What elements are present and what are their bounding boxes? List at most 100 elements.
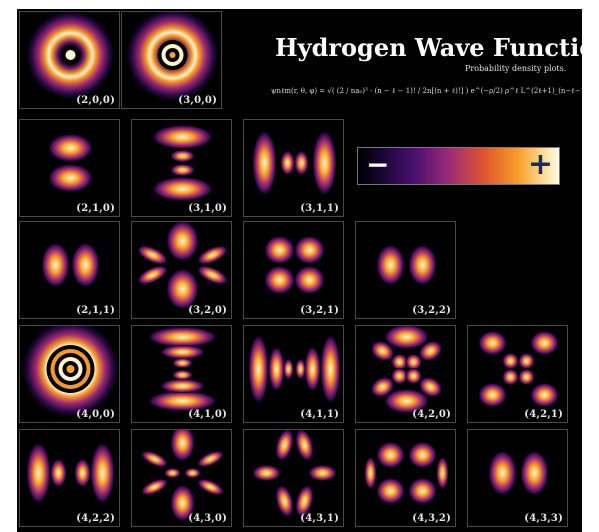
density-lobe xyxy=(294,236,325,264)
orbital-cell: (3,1,1) xyxy=(243,119,344,217)
density-lobe xyxy=(295,359,306,379)
density-lobe xyxy=(391,368,408,384)
orbital-label: (4,3,2) xyxy=(412,513,451,524)
orbital-cell: (3,2,2) xyxy=(355,221,456,319)
density-lobe xyxy=(518,353,535,369)
density-lobe xyxy=(148,391,217,411)
density-lobe xyxy=(141,478,168,496)
orbital-density-plot xyxy=(148,327,217,411)
density-lobe xyxy=(304,347,321,391)
orbital-density-plot xyxy=(376,245,437,285)
density-lobe xyxy=(166,269,199,309)
density-lobe xyxy=(48,134,93,162)
density-lobe xyxy=(376,442,405,468)
colorbar-max-label: + xyxy=(527,147,553,182)
orbital-label: (4,0,0) xyxy=(76,409,115,420)
orbital-label: (4,2,0) xyxy=(412,409,451,420)
density-lobe xyxy=(141,450,168,468)
density-lobe xyxy=(197,450,224,468)
density-lobe xyxy=(275,430,294,461)
orbital-density-plot xyxy=(488,451,549,495)
orbital-cell: (3,1,0) xyxy=(131,119,232,217)
density-lobe xyxy=(26,443,51,503)
density-lobe xyxy=(275,485,294,517)
density-lobe xyxy=(436,457,449,489)
density-lobe xyxy=(197,478,224,496)
orbital-density-plot xyxy=(371,326,442,413)
density-lobe xyxy=(384,389,429,413)
orbital-cell: (4,3,0) xyxy=(131,429,232,527)
orbital-label: (4,3,1) xyxy=(300,513,339,524)
orbital-cell: (3,0,0) xyxy=(121,11,222,109)
orbital-label: (3,2,2) xyxy=(412,305,451,316)
orbital-label: (2,1,1) xyxy=(76,305,115,316)
orbital-cell: (4,1,1) xyxy=(243,325,344,423)
density-lobe xyxy=(376,478,405,504)
density-lobe xyxy=(294,151,309,175)
orbital-density-plot xyxy=(252,430,337,517)
density-lobe xyxy=(405,368,422,384)
orbital-density-plot xyxy=(478,331,559,407)
orbital-label: (4,1,0) xyxy=(188,409,227,420)
density-lobe xyxy=(371,377,394,397)
orbital-density-plot xyxy=(22,326,119,417)
orbital-label: (3,0,0) xyxy=(178,95,217,106)
density-lobe xyxy=(419,377,442,397)
orbital-label: (4,2,1) xyxy=(524,409,563,420)
density-lobe xyxy=(170,150,195,162)
orbital-cell: (4,3,1) xyxy=(243,429,344,527)
orbital-density-plot xyxy=(41,243,100,287)
orbital-cell: (4,2,1) xyxy=(467,325,568,423)
density-lobe xyxy=(137,265,168,285)
density-lobe xyxy=(172,358,193,368)
density-lobe xyxy=(391,354,408,370)
density-lobe xyxy=(170,485,195,521)
density-lobe xyxy=(530,383,559,407)
density-lobe xyxy=(184,468,201,478)
density-lobe xyxy=(197,265,228,285)
orbital-label: (3,1,0) xyxy=(188,203,227,214)
orbital-density-plot xyxy=(26,443,115,503)
density-lobe xyxy=(364,457,377,489)
density-lobe xyxy=(419,341,442,361)
density-lobe xyxy=(408,442,437,468)
orbital-cell: (4,2,2) xyxy=(19,429,120,527)
orbital-cell: (4,3,2) xyxy=(355,429,456,527)
density-lobe xyxy=(502,353,519,369)
orbital-cell: (4,2,0) xyxy=(355,325,456,423)
density-lobe xyxy=(295,485,314,517)
density-lobe xyxy=(166,222,199,261)
density-lobe xyxy=(488,451,517,495)
density-lobe xyxy=(71,243,100,287)
orbital-density-plot xyxy=(141,430,224,521)
orbital-label: (2,1,0) xyxy=(76,203,115,214)
density-lobe xyxy=(160,345,205,359)
orbital-label: (3,2,1) xyxy=(300,305,339,316)
density-lobe xyxy=(312,131,337,195)
density-lobe xyxy=(376,245,405,285)
orbital-cell: (4,3,3) xyxy=(467,429,568,527)
orbital-density-plot xyxy=(26,12,115,99)
density-lobe xyxy=(252,131,277,195)
orbital-cell: (2,1,0) xyxy=(19,119,120,217)
density-lobe xyxy=(172,370,193,380)
colorbar-min-label: − xyxy=(366,148,390,181)
density-lobe xyxy=(74,459,91,487)
orbital-cell: (4,1,0) xyxy=(131,325,232,423)
density-lobe xyxy=(518,369,535,385)
density-lobe xyxy=(371,341,394,361)
orbital-cell: (3,2,1) xyxy=(243,221,344,319)
density-lobe xyxy=(308,465,337,481)
orbital-cell: (2,0,0) xyxy=(19,11,120,109)
density-lobe xyxy=(280,151,295,175)
density-lobe xyxy=(478,383,507,407)
orbital-density-plot xyxy=(137,222,228,309)
orbital-cell: (3,2,0) xyxy=(131,221,232,319)
density-lobe xyxy=(408,245,437,285)
orbital-label: (3,2,0) xyxy=(188,305,227,316)
density-lobe xyxy=(248,335,269,403)
density-lobe xyxy=(294,266,325,294)
density-lobe xyxy=(283,359,294,379)
density-lobe xyxy=(502,369,519,385)
orbital-density-plot xyxy=(252,131,337,195)
